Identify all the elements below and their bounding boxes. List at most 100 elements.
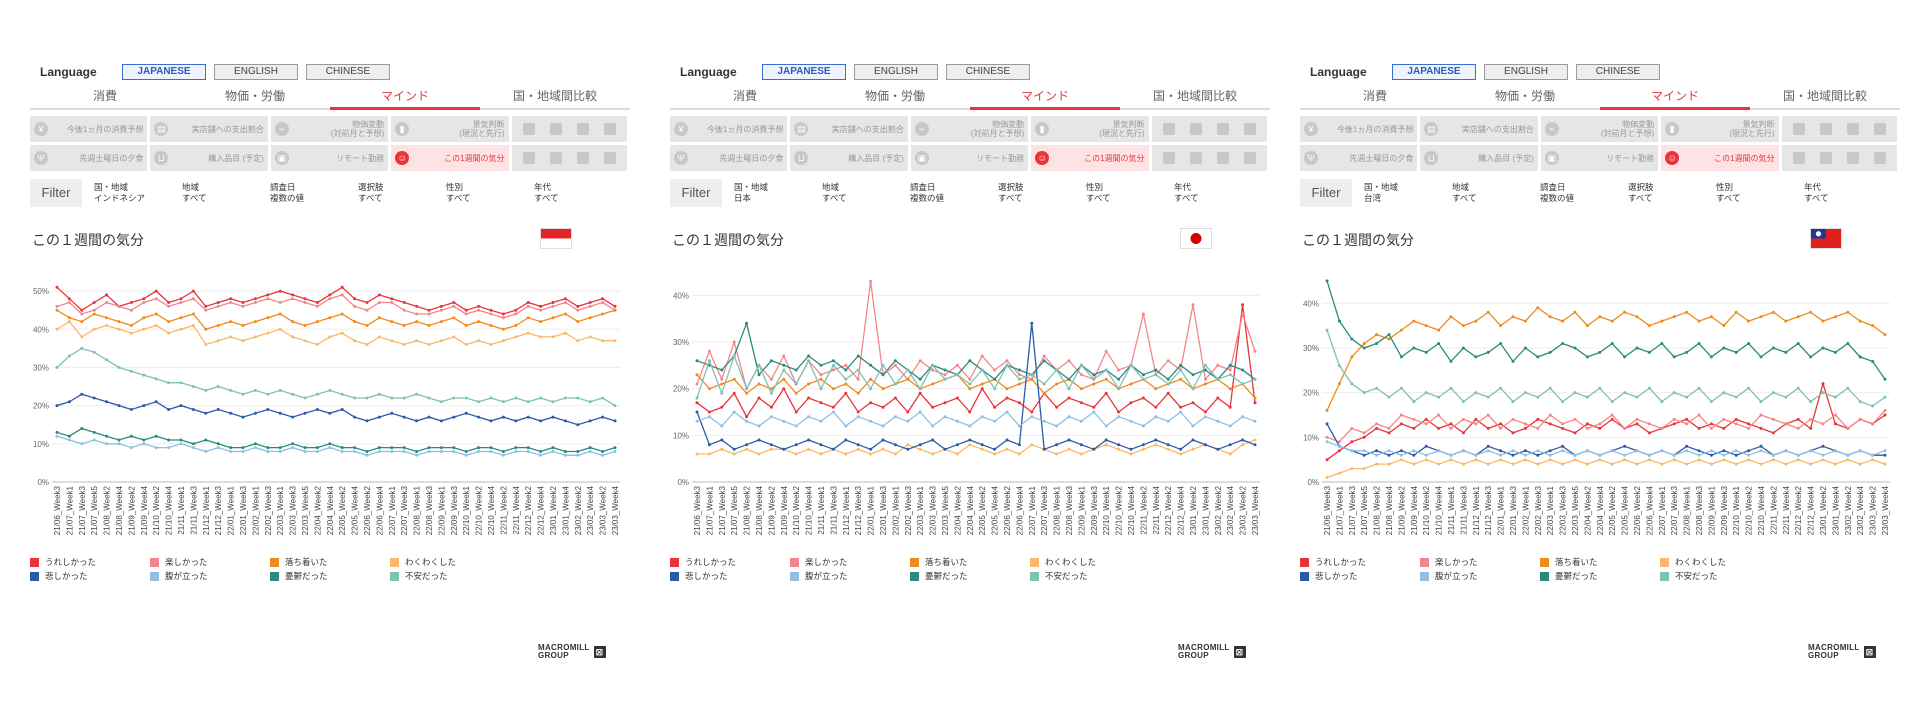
tab-0[interactable]: 消費	[30, 86, 180, 110]
tab-1[interactable]: 物価・労働	[180, 86, 330, 110]
legend-item[interactable]: 落ち着いた	[1540, 555, 1660, 569]
tab-2[interactable]: マインド	[330, 86, 480, 110]
menu-item-shop[interactable]: ▤ 実店舗への支出割合	[1420, 116, 1538, 142]
filter-survey_date[interactable]: 調査日 複数の値	[910, 182, 998, 204]
menu-item-smile[interactable]: ☺ この1週間の気分	[1031, 145, 1149, 171]
menu-item-cart[interactable]: ⊔ 購入品目 (予定)	[150, 145, 268, 171]
legend-item[interactable]: 憂鬱だった	[910, 569, 1030, 583]
legend-item[interactable]: うれしかった	[1300, 555, 1420, 569]
menu-item-bar-chart[interactable]: ▮ 景気判断 (現況と先行)	[1661, 116, 1779, 142]
filter-button[interactable]: Filter	[1300, 179, 1352, 207]
menu-item-bar-chart[interactable]: ▮ 景気判断 (現況と先行)	[1031, 116, 1149, 142]
language-button-english[interactable]: ENGLISH	[1484, 64, 1568, 80]
legend-item[interactable]: 腹が立った	[150, 569, 270, 583]
filter-age[interactable]: 年代 すべて	[1804, 182, 1892, 204]
filter-choice[interactable]: 選択肢 すべて	[358, 182, 446, 204]
filter-region[interactable]: 地域 すべて	[1452, 182, 1540, 204]
data-point	[1796, 417, 1800, 421]
menu-item-person[interactable]: ▣ リモート勤務	[270, 145, 389, 171]
filter-choice[interactable]: 選択肢 すべて	[998, 182, 1086, 204]
legend-swatch	[150, 557, 159, 567]
menu-item-fork-knife[interactable]: Ψ 先週土曜日の夕食	[670, 145, 788, 171]
tab-3[interactable]: 国・地域間比較	[1750, 86, 1900, 110]
filter-button[interactable]: Filter	[30, 179, 82, 207]
filter-gender[interactable]: 性別 すべて	[1716, 182, 1804, 204]
menu-overflow[interactable]	[1781, 116, 1897, 142]
menu-item-yen[interactable]: ¥ 今後1ヵ月の消費予想	[30, 116, 148, 142]
filter-country[interactable]: 国・地域 台湾	[1364, 182, 1452, 204]
filter-gender[interactable]: 性別 すべて	[1086, 182, 1174, 204]
language-button-chinese[interactable]: CHINESE	[946, 64, 1030, 80]
legend-item[interactable]: 悲しかった	[30, 569, 150, 583]
filter-gender[interactable]: 性別 すべて	[446, 182, 534, 204]
menu-overflow[interactable]	[511, 116, 627, 142]
legend-item[interactable]: 不安だった	[1660, 569, 1780, 583]
menu-item-person[interactable]: ▣ リモート勤務	[1540, 145, 1659, 171]
language-button-english[interactable]: ENGLISH	[214, 64, 298, 80]
menu-item-yen[interactable]: ¥ 今後1ヵ月の消費予想	[1300, 116, 1418, 142]
menu-item-fork-knife[interactable]: Ψ 先週土曜日の夕食	[30, 145, 148, 171]
tab-2[interactable]: マインド	[970, 86, 1120, 110]
menu-overflow[interactable]	[1151, 145, 1267, 171]
language-button-japanese[interactable]: JAPANESE	[1392, 64, 1476, 80]
legend-item[interactable]: 不安だった	[1030, 569, 1150, 583]
menu-item-smile[interactable]: ☺ この1週間の気分	[1661, 145, 1779, 171]
legend-item[interactable]: わくわくした	[390, 555, 510, 569]
legend-item[interactable]: 不安だった	[390, 569, 510, 583]
legend-item[interactable]: 腹が立った	[790, 569, 910, 583]
menu-item-shop[interactable]: ▤ 実店舗への支出割合	[150, 116, 268, 142]
legend-item[interactable]: わくわくした	[1660, 555, 1780, 569]
tab-0[interactable]: 消費	[670, 86, 820, 110]
menu-item-price-chart[interactable]: ⌁ 物価変動 (対前月と予想)	[1540, 116, 1659, 142]
filter-country[interactable]: 国・地域 日本	[734, 182, 822, 204]
menu-item-bar-chart[interactable]: ▮ 景気判断 (現況と先行)	[391, 116, 509, 142]
legend-item[interactable]: 楽しかった	[790, 555, 910, 569]
menu-item-person[interactable]: ▣ リモート勤務	[910, 145, 1029, 171]
filter-button[interactable]: Filter	[670, 179, 722, 207]
tab-1[interactable]: 物価・労働	[820, 86, 970, 110]
legend-item[interactable]: うれしかった	[30, 555, 150, 569]
filter-age[interactable]: 年代 すべて	[1174, 182, 1262, 204]
menu-item-smile[interactable]: ☺ この1週間の気分	[391, 145, 509, 171]
menu-item-shop[interactable]: ▤ 実店舗への支出割合	[790, 116, 908, 142]
legend-item[interactable]: 悲しかった	[670, 569, 790, 583]
menu-overflow[interactable]	[511, 145, 627, 171]
menu-item-price-chart[interactable]: ⌁ 物価変動 (対前月と予想)	[910, 116, 1029, 142]
tab-3[interactable]: 国・地域間比較	[480, 86, 630, 110]
filter-country[interactable]: 国・地域 インドネシア	[94, 182, 182, 204]
language-button-japanese[interactable]: JAPANESE	[122, 64, 206, 80]
menu-item-label: この1週間の気分	[1714, 153, 1775, 163]
language-button-chinese[interactable]: CHINESE	[1576, 64, 1660, 80]
menu-item-yen[interactable]: ¥ 今後1ヵ月の消費予想	[670, 116, 788, 142]
filter-region[interactable]: 地域 すべて	[182, 182, 270, 204]
data-point	[1660, 342, 1664, 345]
tab-3[interactable]: 国・地域間比較	[1120, 86, 1270, 110]
legend-item[interactable]: 楽しかった	[150, 555, 270, 569]
tab-2[interactable]: マインド	[1600, 86, 1750, 110]
legend-item[interactable]: 落ち着いた	[910, 555, 1030, 569]
legend-item[interactable]: わくわくした	[1030, 555, 1150, 569]
legend-item[interactable]: 落ち着いた	[270, 555, 390, 569]
filter-region[interactable]: 地域 すべて	[822, 182, 910, 204]
filter-age[interactable]: 年代 すべて	[534, 182, 622, 204]
tab-1[interactable]: 物価・労働	[1450, 86, 1600, 110]
menu-overflow[interactable]	[1781, 145, 1897, 171]
menu-item-cart[interactable]: ⊔ 購入品目 (予定)	[790, 145, 908, 171]
tab-0[interactable]: 消費	[1300, 86, 1450, 110]
menu-item-price-chart[interactable]: ⌁ 物価変動 (対前月と予想)	[270, 116, 389, 142]
filter-choice[interactable]: 選択肢 すべて	[1628, 182, 1716, 204]
filter-survey_date[interactable]: 調査日 複数の値	[270, 182, 358, 204]
legend-item[interactable]: 悲しかった	[1300, 569, 1420, 583]
filter-survey_date[interactable]: 調査日 複数の値	[1540, 182, 1628, 204]
legend-item[interactable]: 腹が立った	[1420, 569, 1540, 583]
menu-overflow[interactable]	[1151, 116, 1267, 142]
legend-item[interactable]: 憂鬱だった	[1540, 569, 1660, 583]
legend-item[interactable]: うれしかった	[670, 555, 790, 569]
legend-item[interactable]: 憂鬱だった	[270, 569, 390, 583]
menu-item-fork-knife[interactable]: Ψ 先週土曜日の夕食	[1300, 145, 1418, 171]
language-button-chinese[interactable]: CHINESE	[306, 64, 390, 80]
legend-item[interactable]: 楽しかった	[1420, 555, 1540, 569]
language-button-japanese[interactable]: JAPANESE	[762, 64, 846, 80]
menu-item-cart[interactable]: ⊔ 購入品目 (予定)	[1420, 145, 1538, 171]
language-button-english[interactable]: ENGLISH	[854, 64, 938, 80]
